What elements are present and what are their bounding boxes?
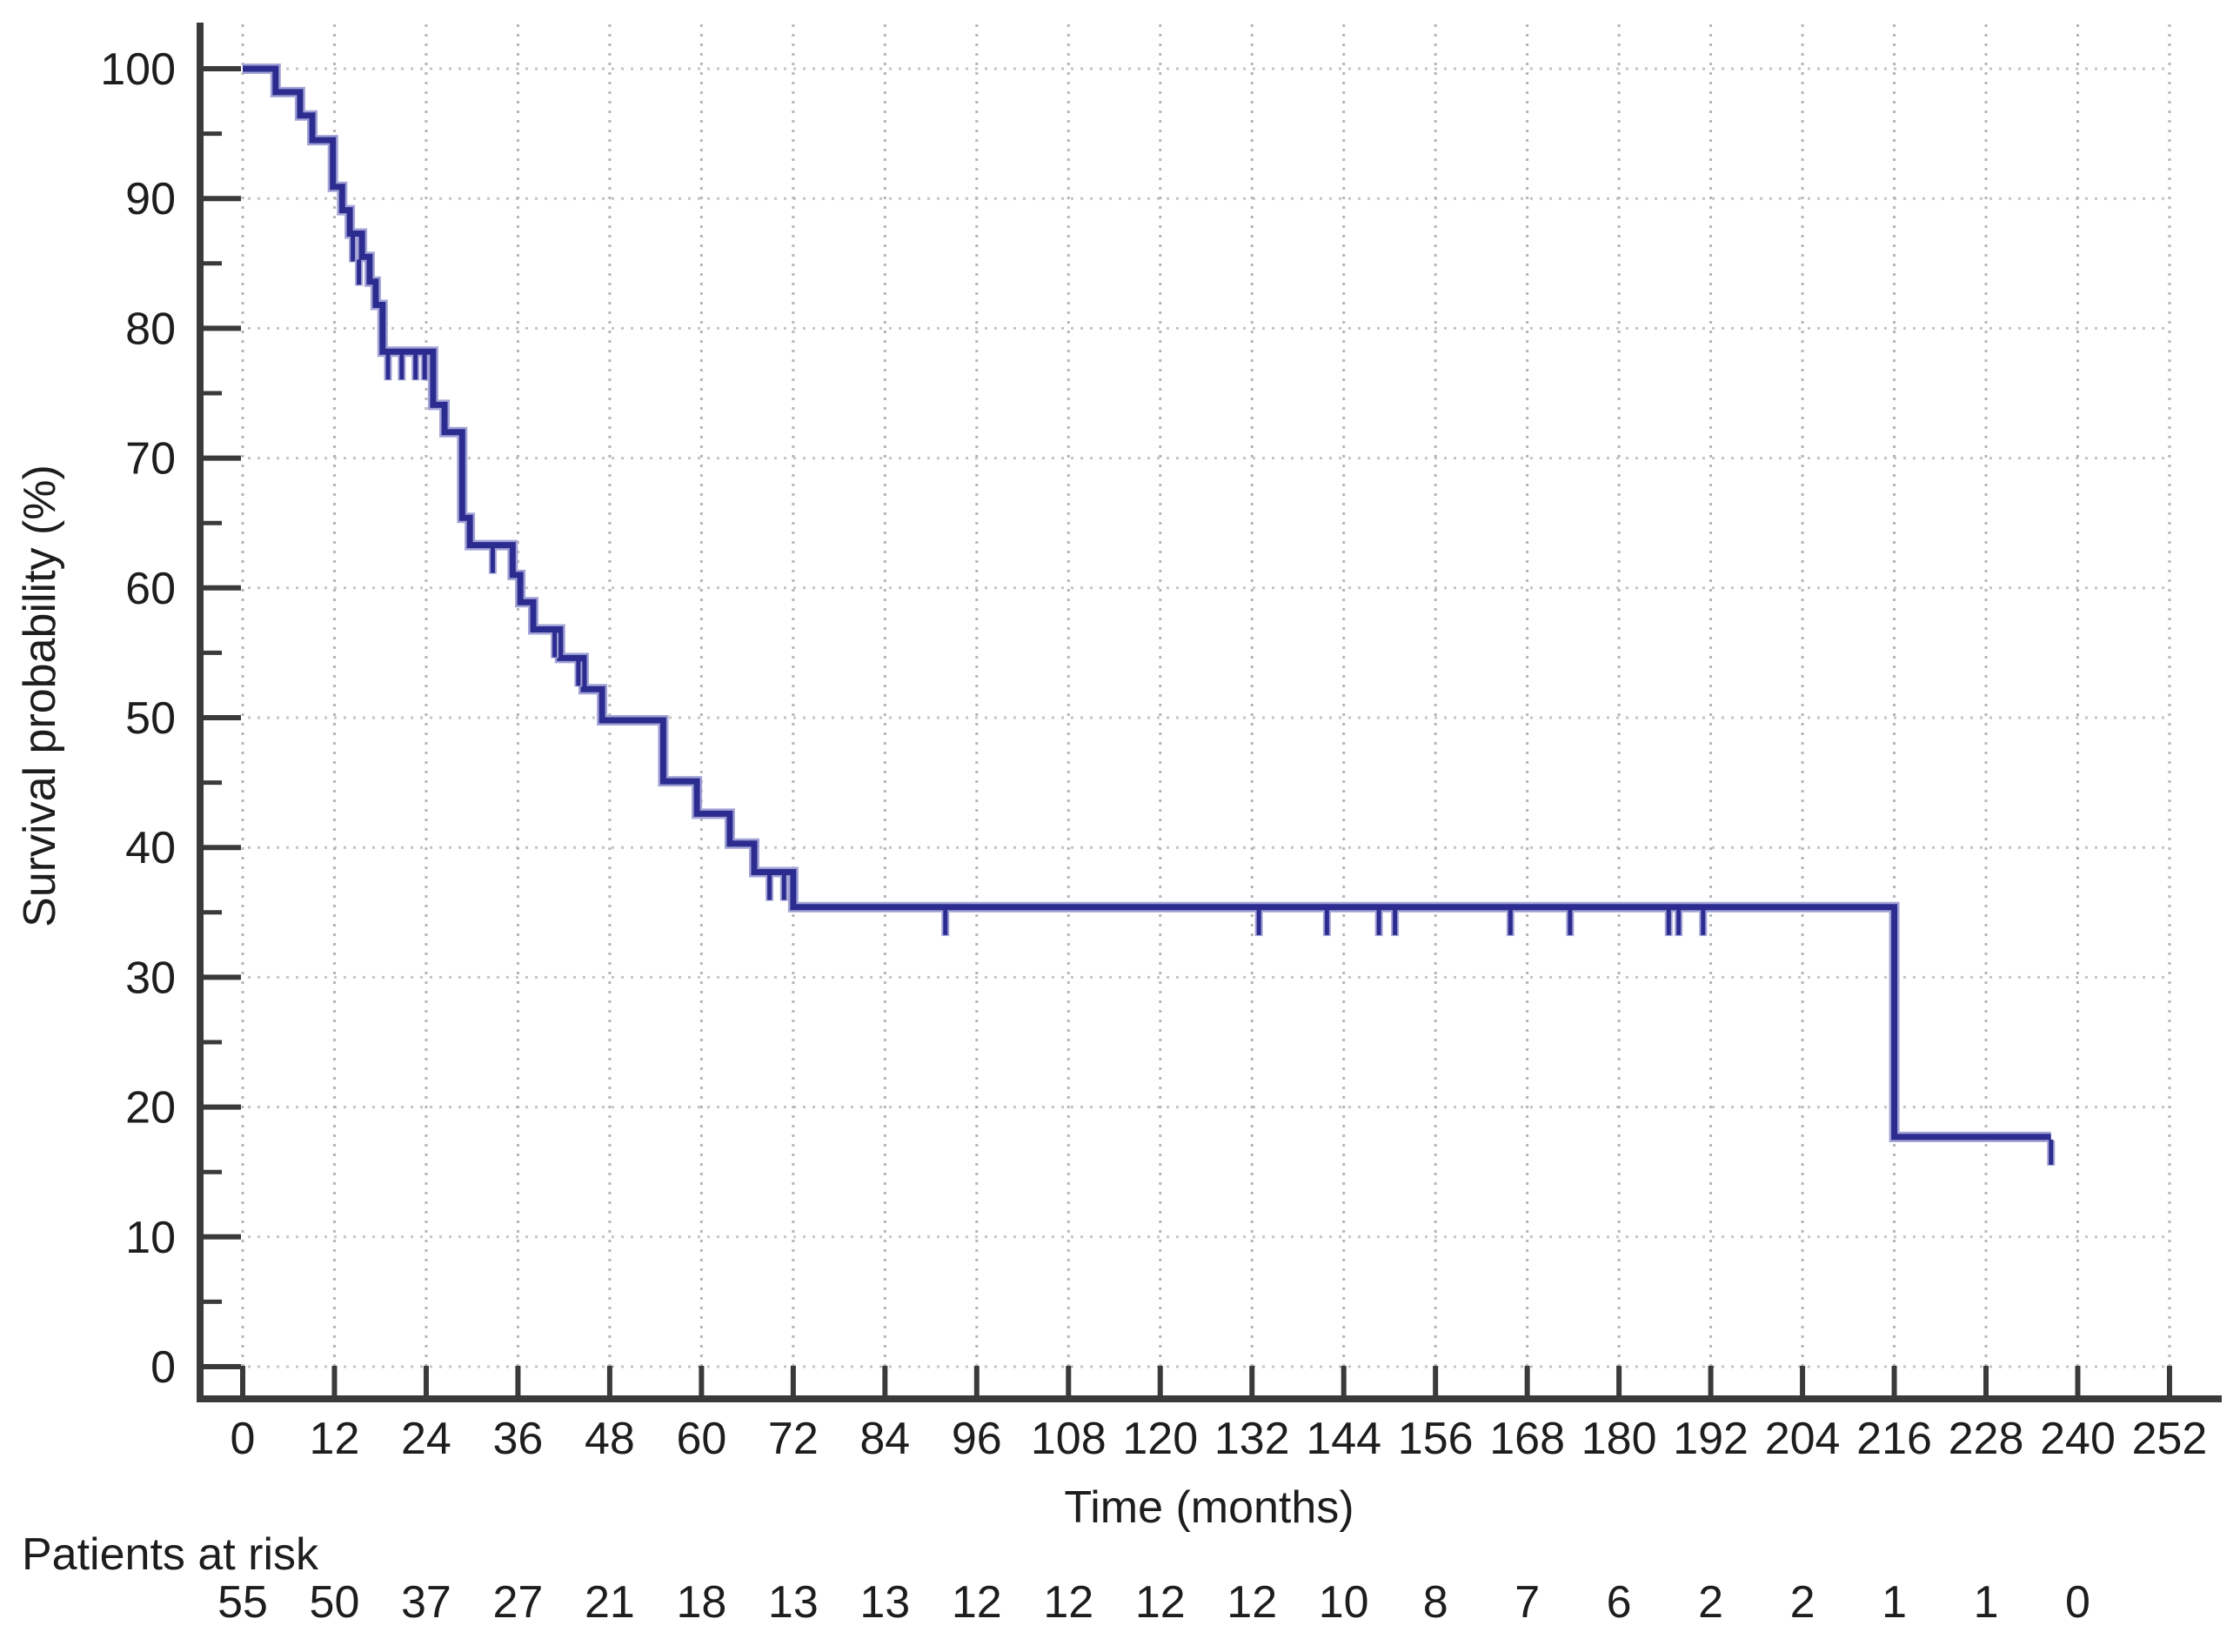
y-tick-label: 100 <box>100 44 176 95</box>
y-tick-label: 60 <box>125 564 176 614</box>
at-risk-count: 8 <box>1423 1577 1448 1628</box>
y-tick-label: 20 <box>125 1083 176 1134</box>
x-tick-label: 72 <box>768 1414 819 1464</box>
at-risk-count: 21 <box>585 1577 635 1628</box>
at-risk-count: 2 <box>1790 1577 1815 1628</box>
x-tick-label: 12 <box>310 1414 360 1464</box>
patients-at-risk-label: Patients at risk <box>22 1529 319 1580</box>
at-risk-count: 13 <box>859 1577 910 1628</box>
x-tick-label: 156 <box>1398 1414 1474 1464</box>
at-risk-count: 0 <box>2065 1577 2090 1628</box>
y-tick-label: 90 <box>125 174 176 224</box>
x-tick-label: 0 <box>231 1414 256 1464</box>
x-tick-label: 144 <box>1306 1414 1381 1464</box>
x-tick-label: 204 <box>1765 1414 1841 1464</box>
at-risk-count: 12 <box>952 1577 1002 1628</box>
x-tick-label: 24 <box>401 1414 451 1464</box>
at-risk-count: 13 <box>768 1577 819 1628</box>
at-risk-count: 6 <box>1607 1577 1632 1628</box>
y-tick-label: 50 <box>125 693 176 744</box>
x-tick-label: 132 <box>1214 1414 1290 1464</box>
x-tick-label: 180 <box>1581 1414 1657 1464</box>
x-tick-label: 216 <box>1856 1414 1932 1464</box>
x-tick-label: 48 <box>585 1414 635 1464</box>
at-risk-count: 12 <box>1227 1577 1277 1628</box>
km-curve <box>243 65 2051 1140</box>
at-risk-count: 55 <box>217 1577 268 1628</box>
x-tick-label: 120 <box>1122 1414 1198 1464</box>
x-tick-label: 252 <box>2132 1414 2208 1464</box>
at-risk-count: 27 <box>493 1577 544 1628</box>
at-risk-count: 12 <box>1043 1577 1093 1628</box>
x-axis-title: Time (months) <box>1064 1482 1354 1533</box>
at-risk-count: 18 <box>676 1577 726 1628</box>
y-tick-label: 0 <box>150 1342 176 1393</box>
y-tick-label: 80 <box>125 304 176 354</box>
y-tick-label: 10 <box>125 1213 176 1263</box>
y-axis-title: Survival probability (%) <box>15 465 65 927</box>
x-tick-label: 60 <box>676 1414 726 1464</box>
at-risk-count: 1 <box>1882 1577 1907 1628</box>
at-risk-count: 37 <box>401 1577 451 1628</box>
x-tick-label: 240 <box>2040 1414 2116 1464</box>
x-tick-label: 84 <box>859 1414 910 1464</box>
at-risk-count: 12 <box>1135 1577 1186 1628</box>
x-tick-label: 108 <box>1031 1414 1107 1464</box>
at-risk-count: 2 <box>1698 1577 1723 1628</box>
y-tick-label: 30 <box>125 953 176 1003</box>
at-risk-count: 7 <box>1515 1577 1540 1628</box>
at-risk-count: 10 <box>1319 1577 1369 1628</box>
y-tick-label: 70 <box>125 434 176 485</box>
at-risk-count: 50 <box>310 1577 360 1628</box>
at-risk-count: 1 <box>1974 1577 1999 1628</box>
y-tick-label: 40 <box>125 823 176 873</box>
x-tick-label: 192 <box>1673 1414 1749 1464</box>
x-tick-label: 96 <box>952 1414 1002 1464</box>
x-tick-label: 36 <box>493 1414 544 1464</box>
x-tick-label: 168 <box>1489 1414 1565 1464</box>
x-tick-label: 228 <box>1949 1414 2024 1464</box>
